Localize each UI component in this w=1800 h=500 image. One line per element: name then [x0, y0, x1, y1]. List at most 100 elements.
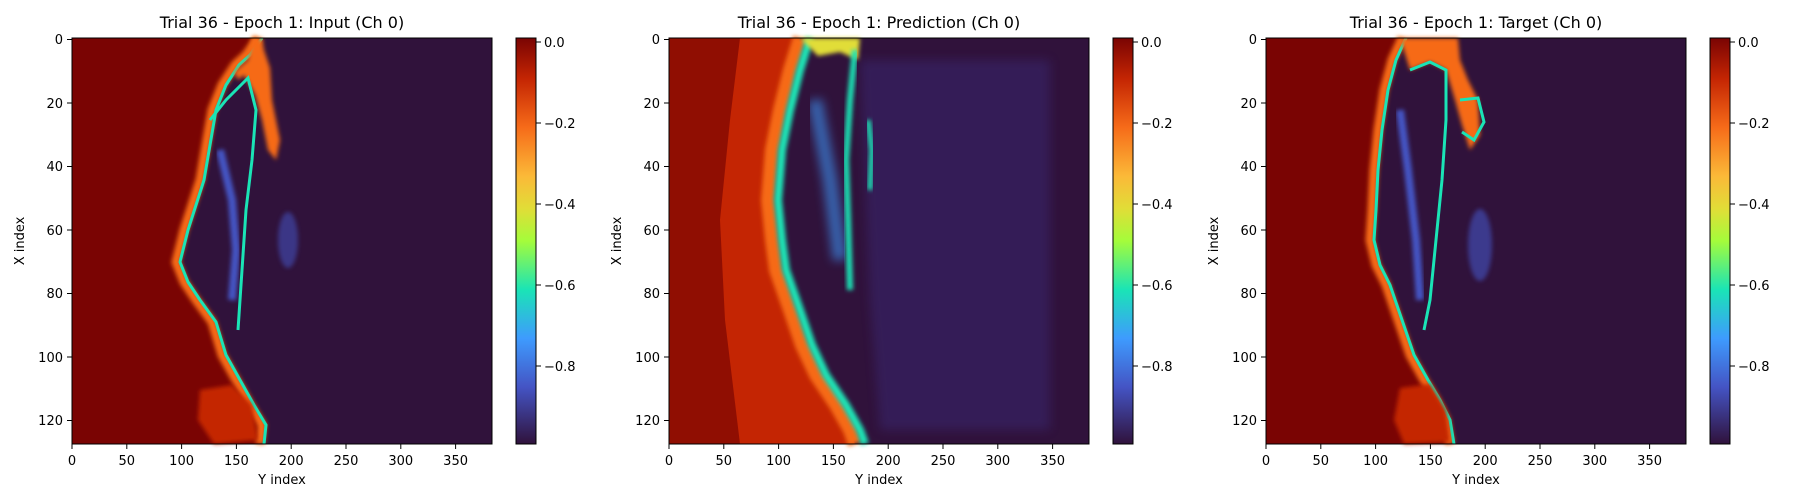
y-tick-label: 20	[1240, 97, 1257, 112]
x-tick-label: 50	[1313, 454, 1330, 469]
colorbar-gradient	[516, 38, 536, 444]
colorbar-tick-label: −0.6	[544, 279, 576, 294]
bottom-bulge	[198, 385, 258, 444]
y-axis-label: X index	[610, 216, 625, 265]
y-tick-label: 60	[643, 224, 660, 239]
colorbar: 0.0 −0.2 −0.4 −0.6 −0.8	[1709, 36, 1770, 445]
y-axis-label: X index	[13, 216, 28, 265]
colorbar-tick-label: 0.0	[544, 36, 565, 51]
x-tick-label: 150	[1418, 454, 1443, 469]
y-tick-label: 80	[46, 287, 63, 302]
colorbar-tick-label: 0.0	[1738, 36, 1759, 51]
x-axis-ticks: 0 50 100 150 200 250 300 350	[665, 444, 1065, 469]
x-tick-label: 250	[1528, 454, 1553, 469]
panel-target: Trial 36 - Epoch 1: Target (Ch 0) 0 50 1…	[1207, 13, 1770, 488]
y-tick-label: 80	[643, 287, 660, 302]
plume-inner	[808, 98, 847, 261]
y-tick-label: 120	[1232, 414, 1257, 429]
y-tick-label: 40	[46, 160, 63, 175]
heatmap-image	[72, 35, 492, 445]
colorbar: 0.0 −0.2 −0.4 −0.6 −0.8	[1112, 36, 1173, 445]
y-tick-label: 40	[643, 160, 660, 175]
colorbar-frame	[1709, 37, 1731, 445]
x-tick-label: 0	[68, 454, 76, 469]
y-tick-label: 40	[1240, 160, 1257, 175]
plume-side	[865, 119, 875, 191]
plume-filament	[842, 49, 858, 291]
vortex-wisp	[278, 212, 298, 268]
y-tick-label: 0	[55, 33, 63, 48]
colorbar-tick-label: −0.8	[544, 360, 576, 375]
panel-prediction: Trial 36 - Epoch 1: Prediction (Ch 0) 0 …	[610, 13, 1173, 488]
y-axis-label: X index	[1207, 216, 1222, 265]
x-tick-label: 300	[985, 454, 1010, 469]
colorbar-tick-label: 0.0	[1141, 36, 1162, 51]
vortex-wisp	[1468, 209, 1492, 281]
y-tick-label: 120	[635, 414, 660, 429]
plume-filament	[1409, 60, 1448, 331]
colorbar-tick-label: −0.8	[1141, 360, 1173, 375]
x-tick-label: 0	[1262, 454, 1270, 469]
x-axis-label: Y index	[1451, 473, 1500, 488]
heatmap-image	[669, 35, 1089, 447]
colorbar-frame	[1112, 37, 1134, 445]
front-band	[171, 35, 267, 445]
chart-title: Trial 36 - Epoch 1: Prediction (Ch 0)	[737, 13, 1020, 32]
chart-title: Trial 36 - Epoch 1: Input (Ch 0)	[159, 13, 404, 32]
plume-loop	[1459, 96, 1486, 143]
x-tick-label: 200	[279, 454, 304, 469]
colorbar-tick-label: −0.4	[1738, 198, 1770, 213]
front-edge	[1372, 37, 1456, 445]
x-tick-label: 100	[169, 454, 194, 469]
colorbar: 0.0 −0.2 −0.4 −0.6 −0.8	[515, 36, 576, 445]
colorbar-tick-label: −0.2	[1738, 117, 1770, 132]
x-tick-label: 200	[1473, 454, 1498, 469]
plot-frame	[71, 37, 493, 445]
panel-input: Trial 36 - Epoch 1: Input (Ch 0) 0 50 10…	[13, 13, 576, 488]
y-tick-label: 0	[652, 33, 660, 48]
x-tick-label: 300	[388, 454, 413, 469]
y-tick-label: 100	[635, 351, 660, 366]
x-tick-label: 250	[931, 454, 956, 469]
x-tick-label: 150	[821, 454, 846, 469]
heatmap-image	[1266, 36, 1686, 445]
colorbar-gradient	[1113, 38, 1133, 444]
colorbar-tick-label: −0.6	[1738, 279, 1770, 294]
front-edge	[178, 37, 268, 445]
colorbar-tick-label: −0.6	[1141, 279, 1173, 294]
plume-inner	[216, 149, 241, 301]
y-tick-label: 60	[46, 224, 63, 239]
y-tick-label: 100	[38, 351, 63, 366]
x-tick-label: 100	[1363, 454, 1388, 469]
x-tick-label: 300	[1582, 454, 1607, 469]
x-tick-label: 0	[665, 454, 673, 469]
colorbar-tick-label: −0.4	[544, 198, 576, 213]
chart-title: Trial 36 - Epoch 1: Target (Ch 0)	[1349, 13, 1602, 32]
y-tick-label: 80	[1240, 287, 1257, 302]
y-tick-label: 20	[643, 97, 660, 112]
y-tick-label: 120	[38, 414, 63, 429]
plume-filament	[208, 75, 258, 331]
dark-red-streaks	[669, 38, 740, 444]
colorbar-tick-label: −0.8	[1738, 360, 1770, 375]
x-tick-label: 200	[876, 454, 901, 469]
x-tick-label: 150	[224, 454, 249, 469]
y-tick-label: 20	[46, 97, 63, 112]
colorbar-tick-label: −0.2	[544, 117, 576, 132]
y-tick-label: 0	[1249, 33, 1257, 48]
y-axis-ticks: 0 20 40 60 80 100 120	[635, 33, 669, 429]
y-tick-label: 60	[1240, 224, 1257, 239]
x-tick-label: 250	[334, 454, 359, 469]
x-axis-label: Y index	[257, 473, 306, 488]
plume-orange	[234, 38, 280, 160]
plume-inner	[1396, 109, 1424, 301]
colorbar-frame	[515, 37, 537, 445]
x-axis-ticks: 0 50 100 150 200 250 300 350	[68, 444, 468, 469]
y-tick-label: 100	[1232, 351, 1257, 366]
x-axis-label: Y index	[854, 473, 903, 488]
x-axis-ticks: 0 50 100 150 200 250 300 350	[1262, 444, 1662, 469]
x-tick-label: 50	[716, 454, 733, 469]
faint-wave-field	[860, 60, 1050, 430]
y-axis-ticks: 0 20 40 60 80 100 120	[38, 33, 72, 429]
